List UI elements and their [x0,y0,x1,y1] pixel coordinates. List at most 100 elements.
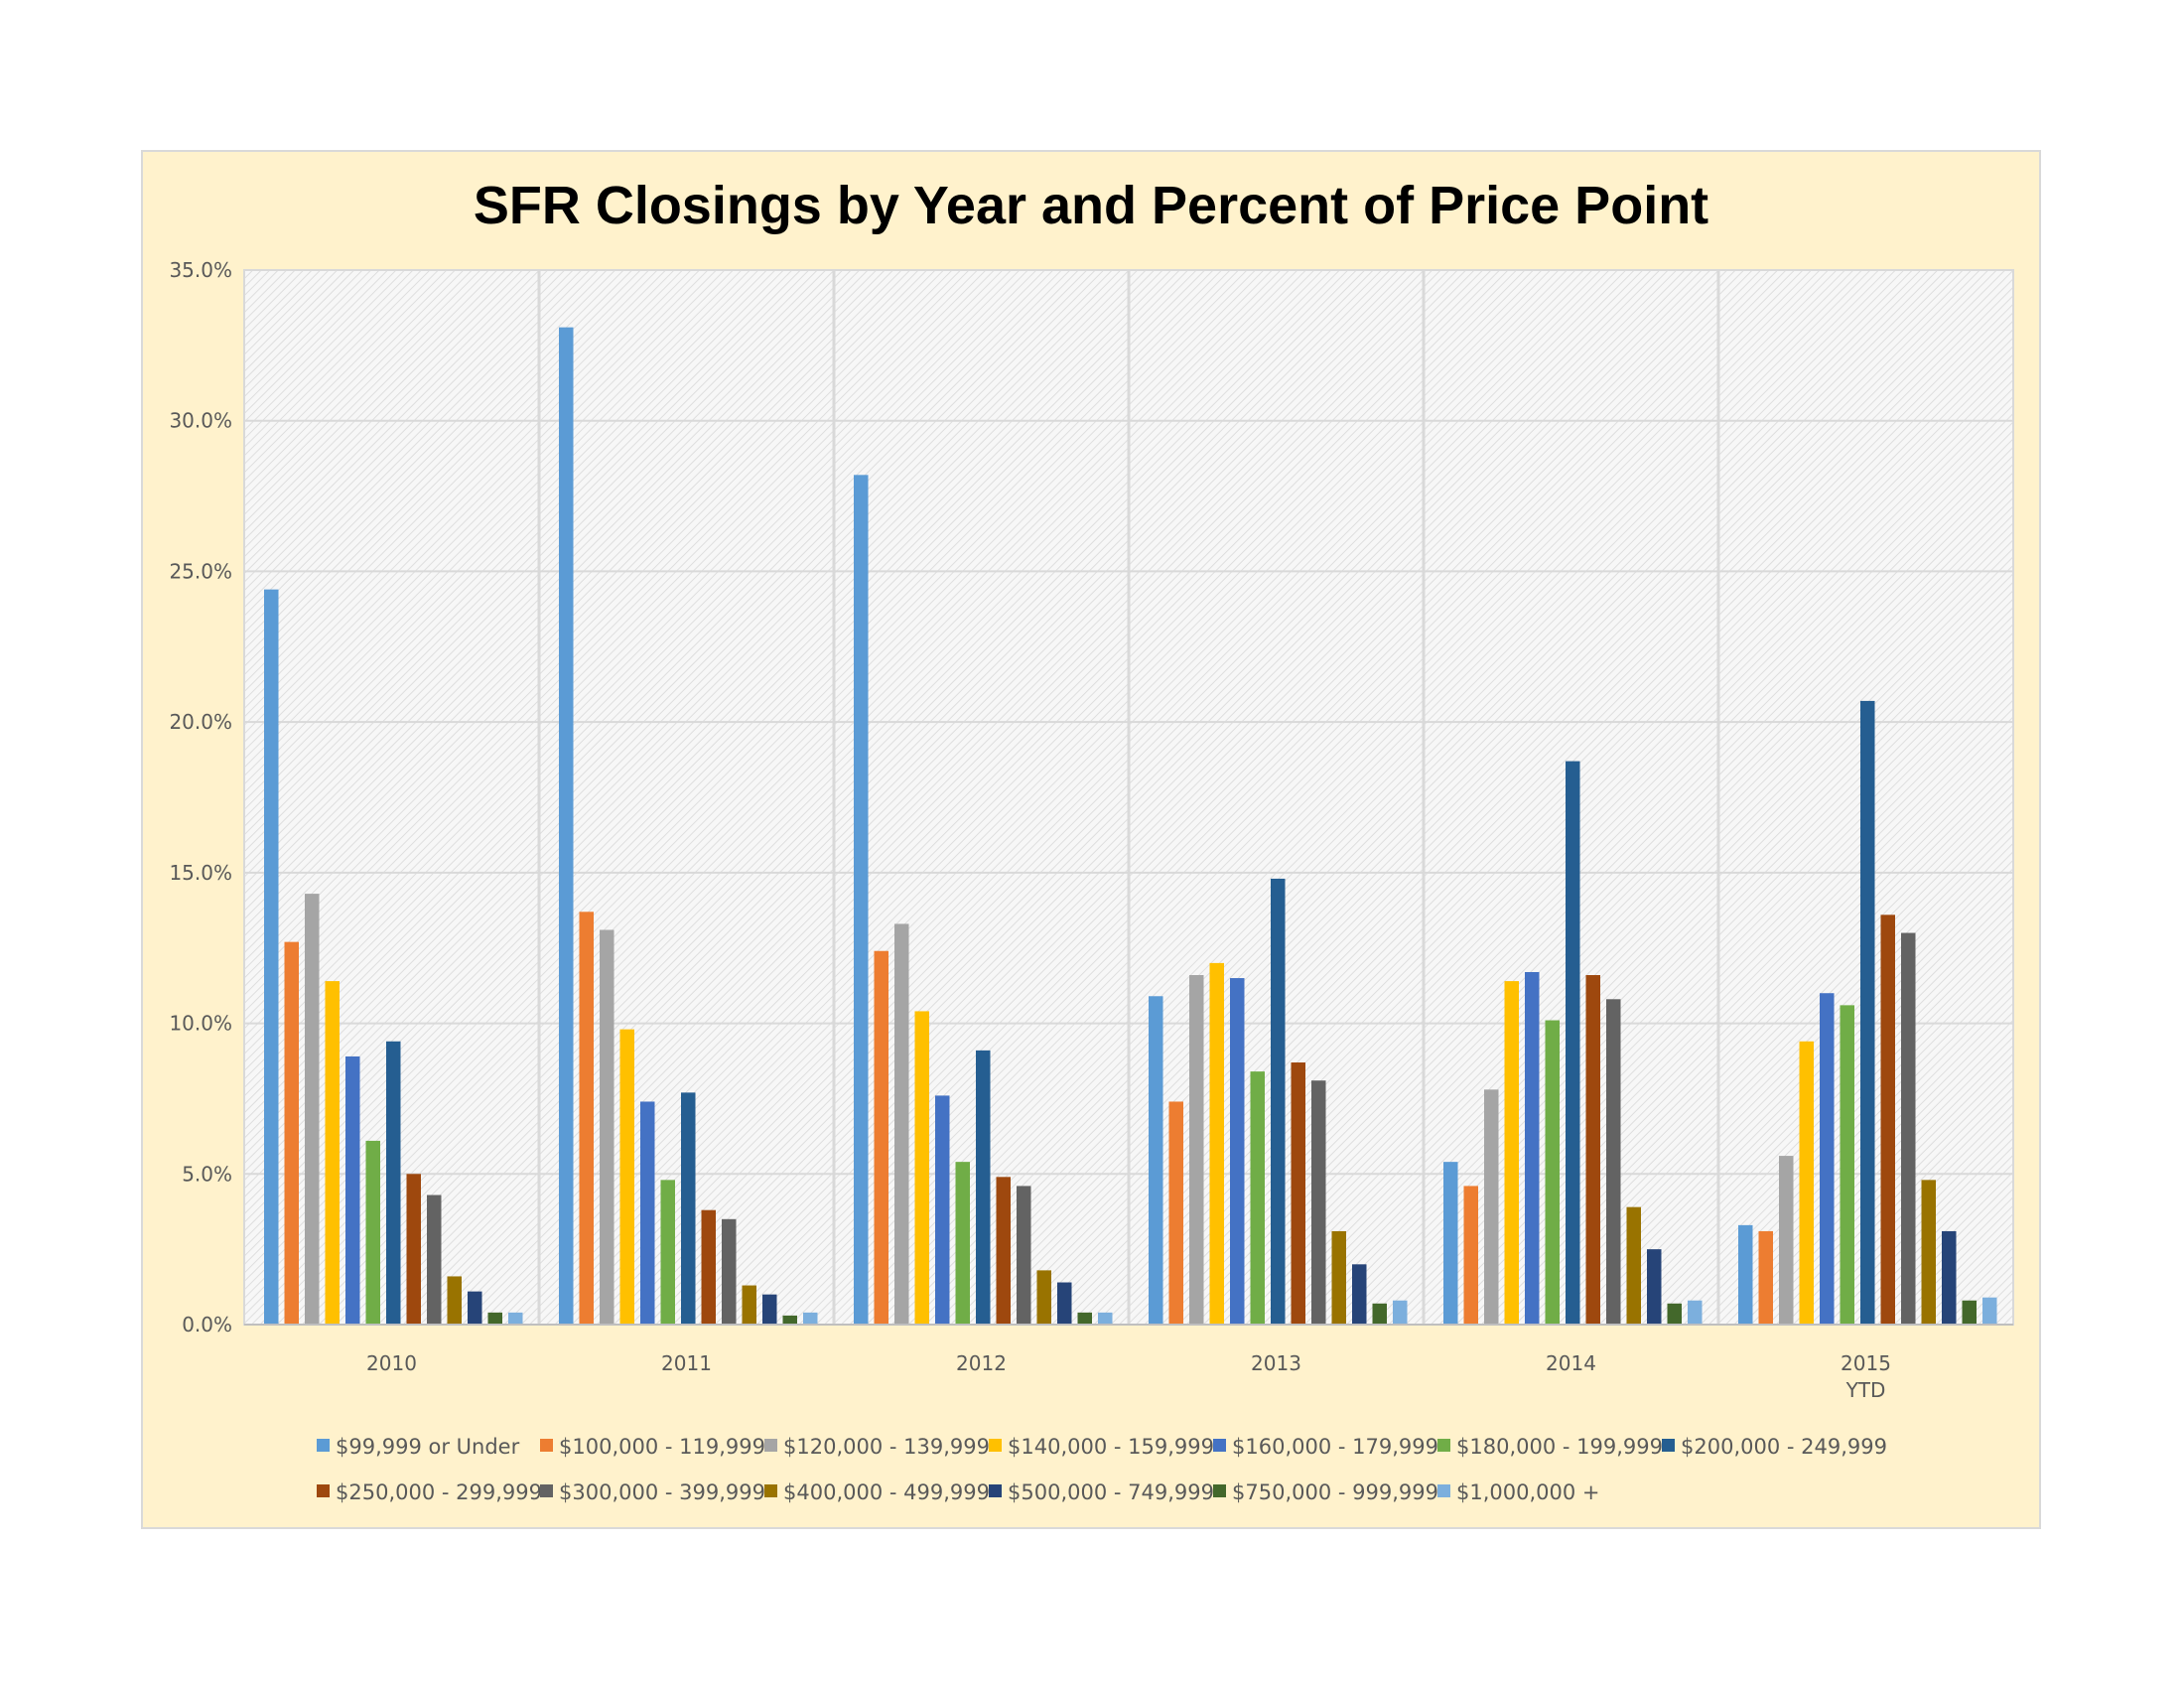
legend-label: $400,000 - 499,999 [783,1480,990,1504]
bar [681,1092,696,1325]
bar [1962,1300,1977,1325]
bar [640,1101,655,1325]
legend-item: $750,000 - 999,999 [1213,1480,1438,1504]
bar [1860,700,1875,1325]
y-axis: 0.0% 5.0% 10.0% 15.0% 20.0% 25.0% 30.0% 35.0% [169,258,232,1336]
bar [264,589,279,1325]
legend-item: $180,000 - 199,999 [1437,1435,1663,1459]
bar [1017,1186,1031,1325]
bar [1738,1224,1753,1325]
bar [1525,971,1540,1325]
legend-swatch [317,1439,330,1452]
bar [1098,1312,1113,1325]
bar [447,1276,462,1325]
bar [803,1312,818,1325]
bar [468,1291,482,1325]
legend-item: $1,000,000 + [1437,1480,1600,1504]
x-tick-label: 2010 [366,1351,417,1375]
bar [660,1180,675,1325]
bar [976,1050,991,1325]
x-axis: 2010 2011 2012 2013 2014 2015 YTD [366,1351,1891,1402]
x-tick-label: 2014 [1546,1351,1596,1375]
legend-item: $99,999 or Under [317,1435,520,1459]
bar [1982,1297,1997,1325]
bar [701,1209,716,1325]
legend-item: $300,000 - 399,999 [540,1480,765,1504]
legend-item: $140,000 - 159,999 [989,1435,1214,1459]
bar [345,1055,360,1325]
bar [325,981,340,1325]
y-tick-label: 0.0% [182,1313,232,1336]
legend-item: $100,000 - 119,999 [540,1435,765,1459]
x-tick-label: 2012 [956,1351,1007,1375]
legend-item: $500,000 - 749,999 [989,1480,1214,1504]
bar [1880,914,1895,1325]
legend-item: $160,000 - 179,999 [1213,1435,1438,1459]
bars [244,327,2013,1326]
bar [1291,1062,1305,1325]
bar [1036,1270,1051,1325]
y-tick-label: 5.0% [182,1162,232,1186]
legend-swatch [1437,1439,1450,1452]
legend-label: $300,000 - 399,999 [559,1480,765,1504]
bar [1189,975,1204,1325]
bar [1942,1230,1957,1325]
bar [1921,1180,1936,1325]
bar [1585,975,1600,1325]
y-tick-label: 15.0% [169,861,232,885]
bar [1626,1206,1641,1325]
legend-swatch [540,1484,553,1497]
legend-label: $99,999 or Under [336,1435,520,1459]
legend-swatch [764,1484,777,1497]
bar [1230,978,1245,1325]
y-tick-label: 25.0% [169,559,232,583]
legend-label: $160,000 - 179,999 [1232,1435,1438,1459]
legend-swatch [1213,1439,1226,1452]
bar [782,1315,797,1325]
legend-label: $200,000 - 249,999 [1681,1435,1887,1459]
legend-swatch [1437,1484,1450,1497]
bar [1372,1303,1387,1325]
bar [579,912,594,1325]
bar [1393,1300,1408,1325]
bar [305,894,320,1325]
bar [742,1285,756,1325]
legend-swatch [989,1439,1002,1452]
bar [1504,981,1519,1325]
bar [1168,1101,1183,1325]
bar [1352,1264,1367,1325]
bar [914,1011,929,1325]
bar [1606,999,1621,1325]
x-tick-label: 2011 [661,1351,712,1375]
bar [1443,1162,1458,1325]
bar [894,923,909,1325]
bar [427,1195,442,1325]
bar [1667,1303,1682,1325]
bar [762,1294,777,1325]
chart-svg: SFR Closings by Year and Percent of Pric… [169,176,2014,1504]
y-tick-label: 30.0% [169,409,232,433]
bar [1271,878,1286,1325]
y-tick-label: 35.0% [169,258,232,282]
legend-label: $180,000 - 199,999 [1456,1435,1663,1459]
legend-label: $750,000 - 999,999 [1232,1480,1438,1504]
legend-label: $120,000 - 139,999 [783,1435,990,1459]
bar [1311,1080,1326,1325]
bar [1779,1156,1794,1325]
bar [1209,962,1224,1325]
legend-swatch [540,1439,553,1452]
bar [386,1041,401,1325]
bar [365,1140,380,1325]
bar [1799,1041,1814,1325]
bar [1057,1282,1072,1325]
bar [996,1177,1011,1325]
bar [854,475,869,1325]
bar [1758,1230,1773,1325]
bar [1149,996,1163,1325]
bar [935,1095,950,1325]
legend-item: $400,000 - 499,999 [764,1480,990,1504]
legend-swatch [317,1484,330,1497]
bar [1545,1020,1560,1325]
bar [619,1029,634,1325]
bar [955,1162,970,1325]
